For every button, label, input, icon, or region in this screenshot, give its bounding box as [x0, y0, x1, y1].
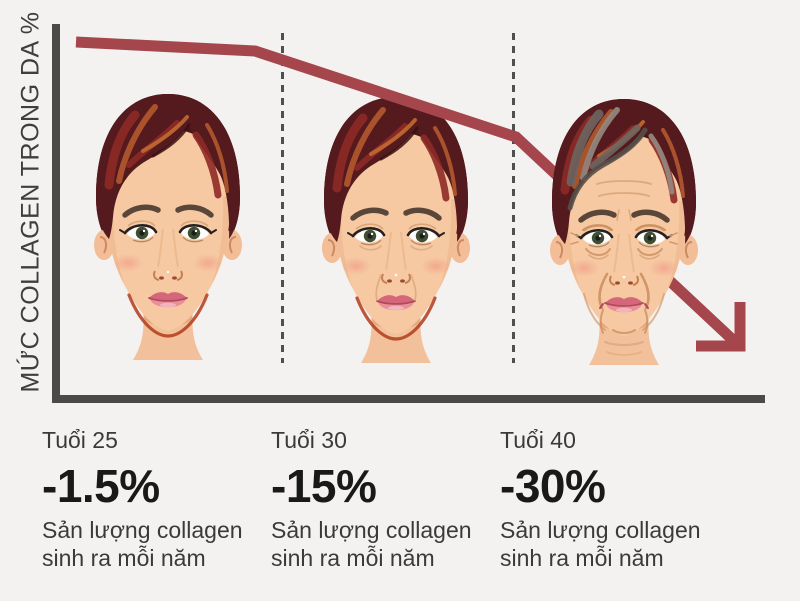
caption-line: Sản lượng collagen: [500, 517, 701, 543]
face-illustration-age-25: [83, 78, 253, 365]
caption-line: Sản lượng collagen: [42, 517, 243, 543]
caption-line: sinh ra mỗi năm: [500, 545, 664, 571]
caption: Sản lượng collagen sinh ra mỗi năm: [500, 516, 750, 572]
age-label: Tuổi 30: [271, 427, 347, 453]
dashed-separator-2: [512, 33, 515, 363]
age-label: Tuổi 25: [42, 427, 118, 453]
face-illustration-age-30: [311, 81, 481, 368]
y-axis-label: MỨC COLLAGEN TRONG DA %: [16, 11, 45, 393]
percent-value: -15%: [271, 460, 377, 512]
caption-line: sinh ra mỗi năm: [271, 545, 435, 571]
percent-value: -30%: [500, 460, 606, 512]
caption: Sản lượng collagen sinh ra mỗi năm: [42, 516, 292, 572]
y-axis-line: [52, 24, 60, 403]
dashed-separator-1: [281, 33, 284, 363]
age-label: Tuổi 40: [500, 427, 576, 453]
caption-line: sinh ra mỗi năm: [42, 545, 206, 571]
caption: Sản lượng collagen sinh ra mỗi năm: [271, 516, 521, 572]
caption-line: Sản lượng collagen: [271, 517, 472, 543]
percent-value: -1.5%: [42, 460, 160, 512]
x-axis-line: [52, 395, 765, 403]
face-illustration-age-40: [539, 83, 709, 370]
